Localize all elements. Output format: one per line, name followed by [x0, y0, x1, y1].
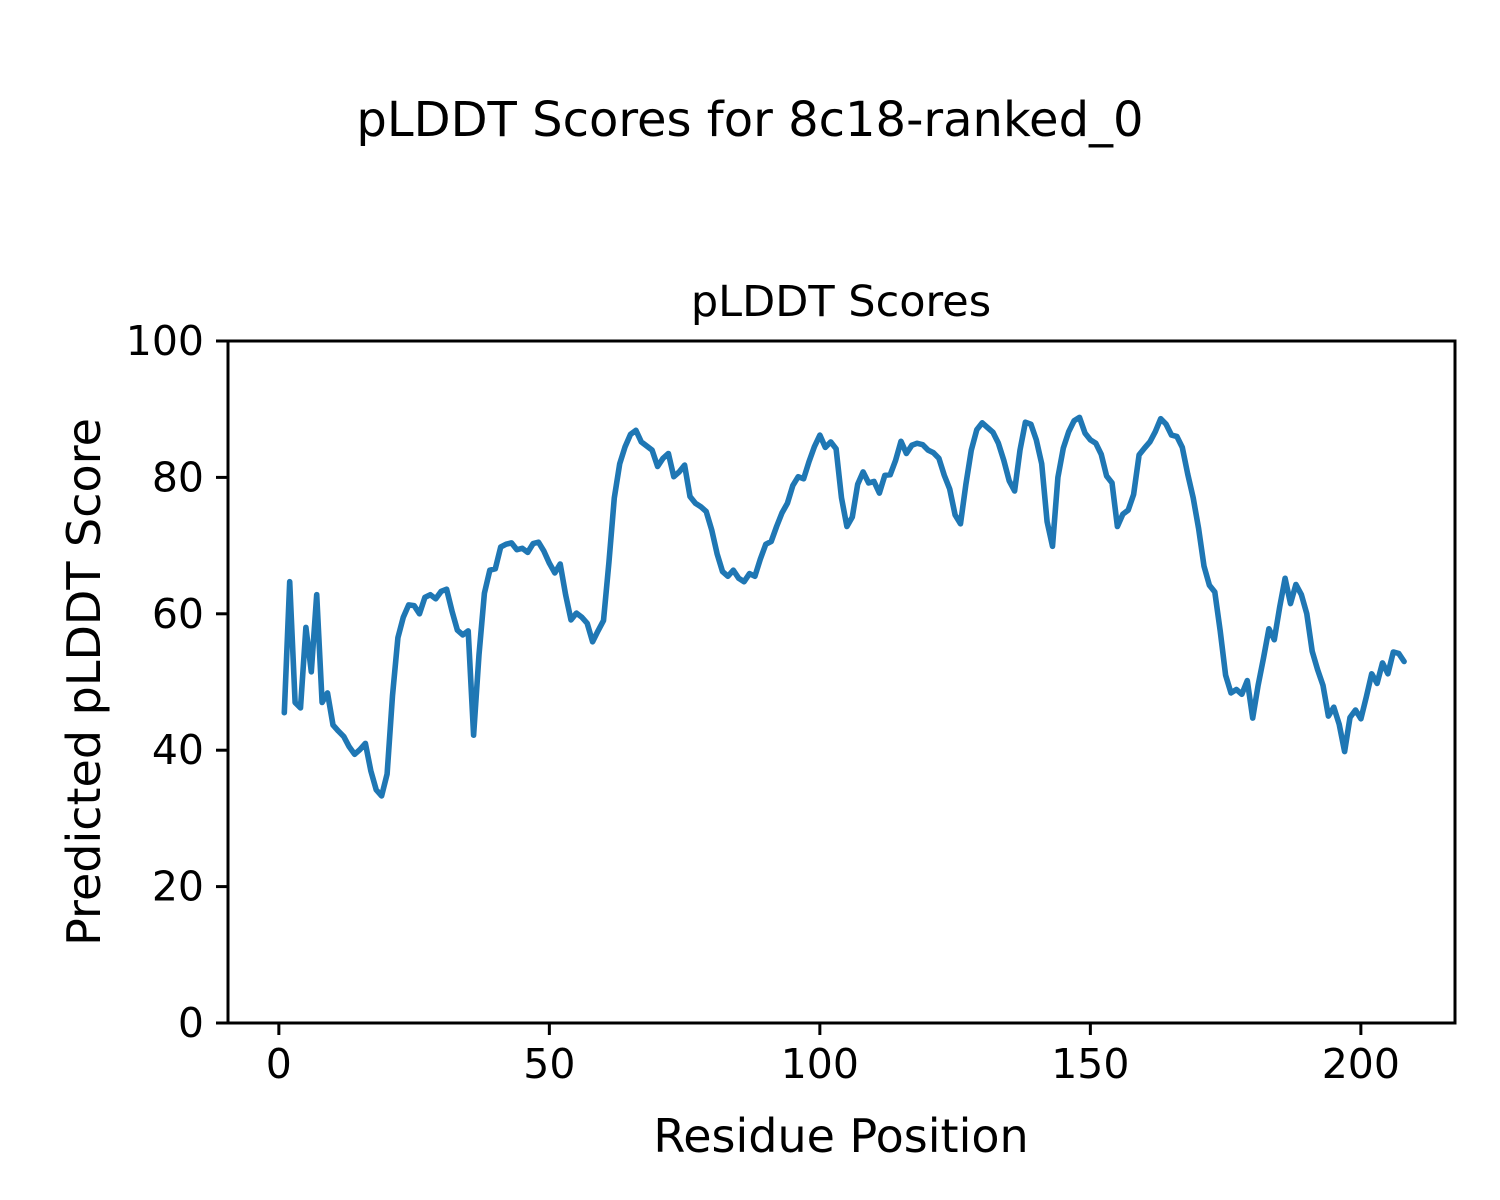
y-tick-label: 80	[152, 453, 204, 501]
y-tick-label: 40	[152, 726, 204, 774]
plddt-line	[281, 414, 1407, 799]
chart-title: pLDDT Scores	[691, 277, 991, 327]
x-tick-label: 50	[523, 1040, 575, 1088]
y-tick-label: 0	[178, 999, 204, 1047]
x-tick-label: 0	[266, 1040, 292, 1088]
figure-suptitle: pLDDT Scores for 8c18-ranked_0	[356, 92, 1144, 148]
y-tick-label: 100	[126, 317, 204, 365]
x-tick-label: 200	[1322, 1040, 1400, 1088]
x-axis-ticks: 0 50 100 150 200	[266, 1023, 1400, 1088]
y-tick-label: 60	[152, 590, 204, 638]
y-axis-label: Predicted pLDDT Score	[57, 418, 111, 946]
x-axis-label: Residue Position	[653, 1109, 1028, 1163]
y-tick-label: 20	[152, 863, 204, 911]
plot-area	[226, 339, 1457, 1025]
y-axis-ticks: 0 20 40 60 80 100	[126, 317, 228, 1047]
x-tick-label: 150	[1051, 1040, 1129, 1088]
x-tick-label: 100	[781, 1040, 859, 1088]
